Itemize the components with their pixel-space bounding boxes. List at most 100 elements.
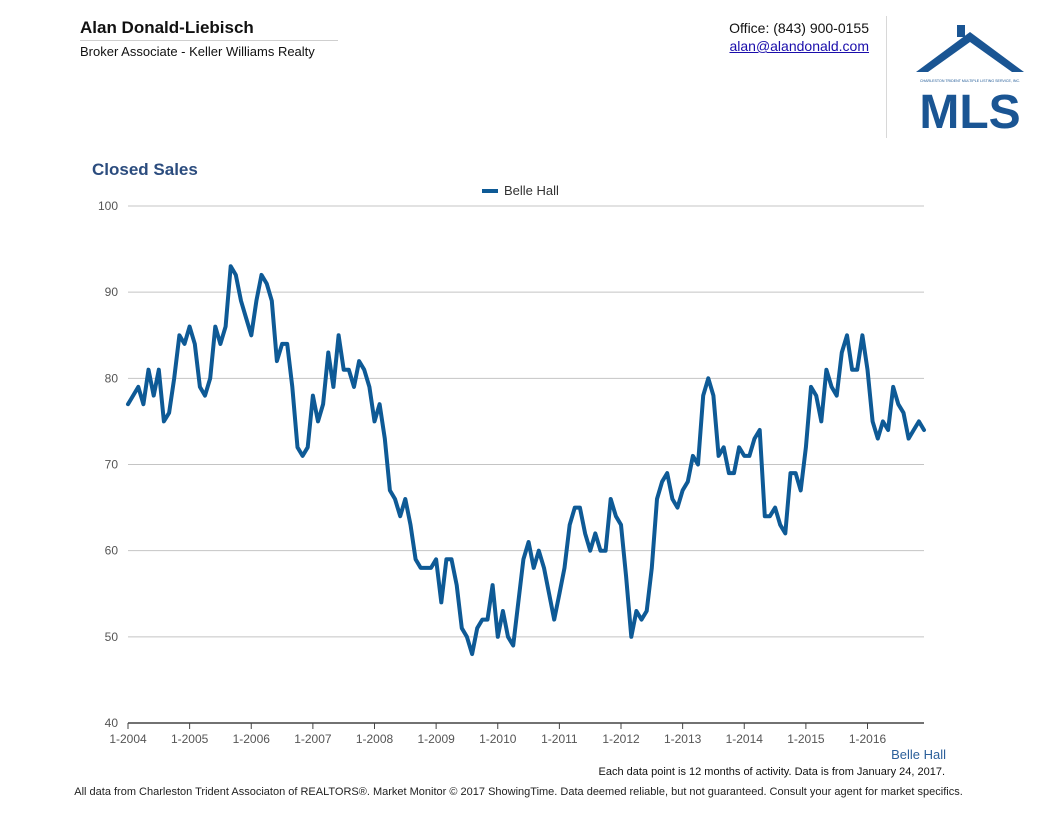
data-point — [424, 566, 428, 570]
data-point — [819, 419, 823, 423]
data-point — [614, 514, 618, 518]
legend-swatch — [482, 188, 498, 193]
data-point — [763, 514, 767, 518]
data-point — [316, 419, 320, 423]
data-point — [321, 402, 325, 406]
x-tick-label: 1-2005 — [171, 732, 209, 746]
data-point — [342, 368, 346, 372]
agent-name-rule — [80, 40, 338, 41]
legend-label: Belle Hall — [504, 183, 559, 198]
data-point — [886, 428, 890, 432]
data-point — [378, 402, 382, 406]
data-point — [670, 497, 674, 501]
data-point — [901, 411, 905, 415]
data-point — [347, 368, 351, 372]
office-phone: Office: (843) 900-0155 — [729, 20, 869, 36]
data-point — [809, 385, 813, 389]
agent-name: Alan Donald-Liebisch — [80, 18, 254, 37]
data-point — [157, 368, 161, 372]
data-point — [388, 488, 392, 492]
y-tick-label: 70 — [105, 458, 119, 472]
data-point — [547, 592, 551, 596]
chart-legend: Belle Hall — [482, 183, 559, 198]
data-point — [450, 557, 454, 561]
data-point — [645, 609, 649, 613]
data-point — [604, 549, 608, 553]
x-tick-label: 1-2006 — [233, 732, 271, 746]
data-point — [465, 635, 469, 639]
mls-logo: CHARLESTON TRIDENT MULTIPLE LISTING SERV… — [916, 25, 1024, 132]
data-point — [337, 333, 341, 337]
data-point — [265, 282, 269, 286]
x-tick-label: 1-2016 — [849, 732, 887, 746]
data-point — [881, 419, 885, 423]
house-roof-icon — [916, 25, 1024, 72]
data-point — [126, 402, 130, 406]
email-link[interactable]: alan@alandonald.com — [729, 38, 869, 54]
data-point — [660, 480, 664, 484]
data-point — [383, 437, 387, 441]
data-point — [141, 402, 145, 406]
data-point — [650, 566, 654, 570]
data-point — [260, 273, 264, 277]
data-point — [290, 385, 294, 389]
data-point — [485, 618, 489, 622]
data-point — [922, 428, 926, 432]
data-point — [408, 523, 412, 527]
data-point — [840, 350, 844, 354]
data-point — [794, 471, 798, 475]
data-point — [732, 471, 736, 475]
data-point — [367, 385, 371, 389]
footer-disclaimer: All data from Charleston Trident Associa… — [74, 786, 963, 798]
x-tick-label: 1-2012 — [602, 732, 640, 746]
x-tick-label: 1-2010 — [479, 732, 517, 746]
data-point — [357, 359, 361, 363]
data-point — [301, 454, 305, 458]
x-tick-label: 1-2013 — [664, 732, 702, 746]
data-point — [696, 463, 700, 467]
data-point — [244, 316, 248, 320]
data-point — [280, 342, 284, 346]
data-point — [182, 342, 186, 346]
data-point — [588, 549, 592, 553]
data-point — [188, 325, 192, 329]
data-point — [516, 600, 520, 604]
x-tick-label: 1-2007 — [294, 732, 332, 746]
data-point — [778, 523, 782, 527]
agent-title: Broker Associate - Keller Williams Realt… — [80, 44, 315, 59]
data-point — [655, 497, 659, 501]
data-point — [285, 342, 289, 346]
data-point — [224, 325, 228, 329]
data-point — [511, 643, 515, 647]
y-tick-label: 100 — [98, 199, 118, 213]
data-point — [866, 368, 870, 372]
data-point — [131, 394, 135, 398]
data-point — [444, 557, 448, 561]
y-tick-label: 40 — [105, 716, 119, 730]
data-point — [326, 350, 330, 354]
x-tick-label: 1-2011 — [541, 732, 578, 746]
data-point — [675, 506, 679, 510]
data-note: Each data point is 12 months of activity… — [598, 766, 945, 778]
data-point — [593, 531, 597, 535]
data-point — [619, 523, 623, 527]
data-point — [727, 471, 731, 475]
data-point — [419, 566, 423, 570]
data-point — [557, 592, 561, 596]
data-point — [907, 437, 911, 441]
data-point — [306, 445, 310, 449]
data-point — [917, 419, 921, 423]
x-tick-label: 1-2015 — [787, 732, 825, 746]
data-point — [876, 437, 880, 441]
logo-wordmark: MLS — [919, 86, 1020, 132]
data-point — [172, 376, 176, 380]
data-point — [747, 454, 751, 458]
data-point — [681, 488, 685, 492]
data-point — [598, 549, 602, 553]
data-point — [521, 557, 525, 561]
data-point — [542, 566, 546, 570]
data-point — [393, 497, 397, 501]
data-point — [563, 566, 567, 570]
data-point — [912, 428, 916, 432]
data-point — [850, 368, 854, 372]
